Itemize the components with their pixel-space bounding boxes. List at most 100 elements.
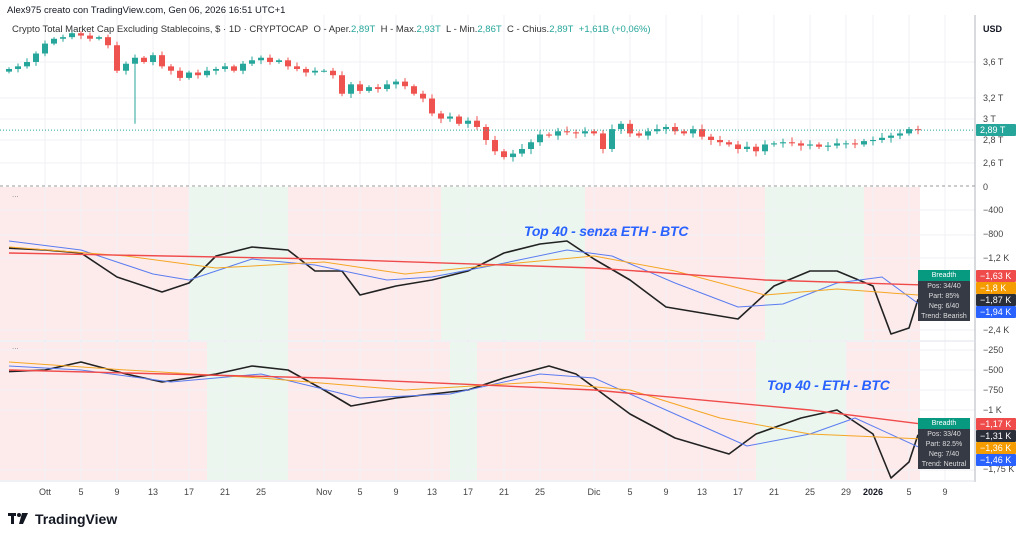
black-value-tag: −1,87 K	[976, 294, 1016, 306]
breadth-title: Breadth	[918, 418, 970, 429]
candle-body	[609, 129, 615, 150]
breadth-neg: Neg: 6/40	[928, 302, 960, 310]
time-tick: 5	[78, 487, 84, 497]
candle-body	[411, 86, 417, 94]
red-value-tag: −1,17 K	[976, 418, 1016, 430]
time-tick: 17	[183, 487, 195, 497]
blue-value-tag: −1,94 K	[976, 306, 1016, 318]
pane3-tick: −250	[983, 345, 1004, 355]
price-tick: 3 T	[983, 114, 996, 124]
candle-body	[816, 144, 822, 147]
high-value: 2,93T	[416, 24, 441, 35]
candle-body	[636, 133, 642, 136]
candle-body	[789, 142, 795, 144]
breadth-title: Breadth	[918, 270, 970, 281]
time-tick: 13	[696, 487, 708, 497]
time-tick: 9	[663, 487, 669, 497]
candle-body	[852, 143, 858, 145]
candle-body	[267, 57, 273, 62]
time-tick: 5	[906, 487, 912, 497]
candle-body	[744, 146, 750, 150]
pane3-annotation: Top 40 - ETH - BTC	[767, 377, 890, 393]
breadth-table-pane2: Breadth Pos: 34/40 Part: 85% Neg: 6/40 T…	[918, 270, 970, 321]
pane2-tick: 0	[983, 182, 989, 192]
time-tick: 5	[357, 487, 363, 497]
pane2-tick: −400	[983, 205, 1004, 215]
candle-body	[357, 84, 363, 91]
chart-credit: Alex975 creato con TradingView.com, Gen …	[7, 5, 286, 16]
candle-body	[906, 129, 912, 134]
candle-body	[141, 57, 147, 62]
candle-body	[231, 66, 237, 71]
candle-body	[762, 144, 768, 152]
candle-body	[384, 84, 390, 90]
tradingview-logo-icon	[8, 513, 28, 524]
breadth-pos: Pos: 33/40	[927, 430, 961, 438]
candle-body	[834, 143, 840, 146]
candle-body	[42, 43, 48, 54]
candle-body	[330, 70, 336, 76]
candle-body	[582, 131, 588, 134]
time-tick: 17	[732, 487, 744, 497]
symbol-legend: Crypto Total Market Cap Excluding Stable…	[12, 24, 651, 35]
pane2-tick: −2,4 K	[983, 325, 1010, 335]
time-tick: Dic	[587, 487, 601, 497]
candle-body	[501, 151, 507, 158]
candle-body	[915, 129, 921, 131]
time-tick: 17	[462, 487, 474, 497]
candle-body	[627, 123, 633, 134]
candle-body	[861, 141, 867, 145]
candle-body	[438, 113, 444, 119]
pane2-black-line	[8, 240, 919, 335]
candle-body	[537, 134, 543, 143]
pane2-bullish-band	[765, 187, 864, 340]
candle-body	[195, 72, 201, 76]
candle-body	[717, 140, 723, 143]
orange-value-tag: −1,36 K	[976, 442, 1016, 454]
candle-body	[177, 70, 183, 78]
pane3-menu[interactable]: ...	[12, 342, 19, 351]
candle-body	[699, 129, 705, 137]
price-tick: 2,6 T	[983, 158, 1004, 168]
candle-body	[276, 60, 282, 62]
candle-body	[159, 55, 165, 67]
tradingview-logo: TradingView	[8, 511, 117, 527]
time-tick: 21	[498, 487, 510, 497]
candle-body	[519, 149, 525, 154]
time-tick: 21	[768, 487, 780, 497]
breadth-neg: Neg: 7/40	[928, 450, 960, 458]
candle-body	[897, 133, 903, 136]
pane3-red-line	[8, 369, 919, 425]
candle-body	[402, 81, 408, 87]
candle-body	[186, 72, 192, 78]
candle-body	[780, 142, 786, 144]
candle-body	[573, 132, 579, 134]
time-tick: 9	[393, 487, 399, 497]
black-value-tag: −1,31 K	[976, 430, 1016, 442]
pane2-menu[interactable]: ...	[12, 190, 19, 199]
pane2-annotation: Top 40 - senza ETH - BTC	[524, 223, 689, 239]
candle-body	[546, 134, 552, 136]
time-tick: 25	[804, 487, 816, 497]
candle-body	[51, 38, 57, 44]
pane3-bullish-band	[207, 342, 288, 480]
last-price-tag: 2,89 T	[976, 124, 1016, 136]
candle-body	[6, 68, 12, 72]
candle-body	[69, 33, 75, 38]
high-label: H - Max.	[380, 24, 417, 35]
candle-body	[600, 133, 606, 150]
low-value: 2,86T	[477, 24, 502, 35]
candle-body	[132, 57, 138, 64]
red-value-tag: −1,63 K	[976, 270, 1016, 282]
close-value: 2,89T	[549, 24, 574, 35]
orange-value-tag: −1,8 K	[976, 282, 1016, 294]
price-tick: 3,6 T	[983, 57, 1004, 67]
currency-label[interactable]: USD	[983, 24, 1003, 34]
pane3-black-line	[8, 361, 919, 479]
candle-body	[843, 143, 849, 145]
pane3-orange-line	[8, 361, 919, 440]
candle-body	[96, 37, 102, 39]
candle-body	[708, 136, 714, 141]
candle-body	[168, 66, 174, 71]
